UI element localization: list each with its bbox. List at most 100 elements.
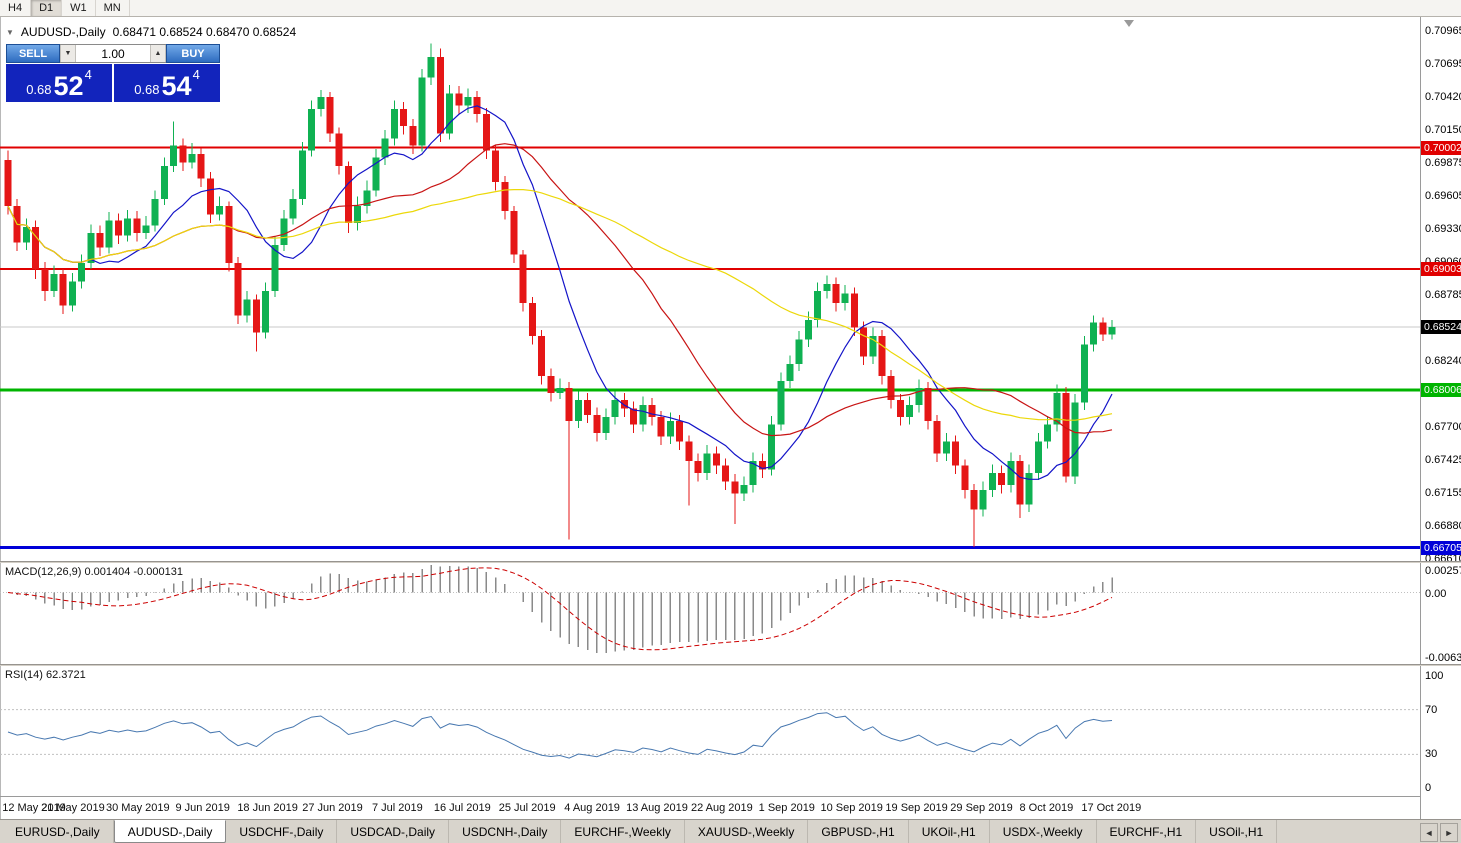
timeframe-button-w1[interactable]: W1 <box>62 0 96 16</box>
sell-button[interactable]: SELL <box>6 44 60 63</box>
date-axis-label: 17 Oct 2019 <box>1081 802 1142 814</box>
price-axis-label: 0.70965 <box>1425 24 1461 37</box>
chart-symbol-label: AUDUSD-,Daily <box>20 25 106 39</box>
macd-chart[interactable] <box>0 563 1420 664</box>
macd-axis-label: -0.0063265 <box>1425 652 1461 664</box>
date-axis-label: 29 Sep 2019 <box>950 802 1013 814</box>
chart-tab-eurusd-daily[interactable]: EURUSD-,Daily <box>2 820 114 843</box>
chart-title: ▼ AUDUSD-,Daily 0.68471 0.68524 0.68470 … <box>6 25 296 39</box>
buy-price-point: 4 <box>192 67 200 82</box>
rsi-title: RSI(14) 62.3721 <box>5 669 86 681</box>
price-axis-label: 0.68240 <box>1425 355 1461 368</box>
chart-tab-ukoil-h1[interactable]: UKOil-,H1 <box>909 820 990 843</box>
price-axis-label: 0.69875 <box>1425 157 1461 170</box>
date-axis-label: 25 Jul 2019 <box>498 802 556 814</box>
price-axis-label: 0.70695 <box>1425 57 1461 70</box>
chart-tab-gbpusd-h1[interactable]: GBPUSD-,H1 <box>808 820 909 843</box>
rsi-axis-label: 100 <box>1425 670 1444 682</box>
date-axis-label: 12 May 2019 <box>2 802 66 814</box>
tab-scroll-buttons: ◄ ► <box>1420 823 1458 842</box>
sell-price-prefix: 0.68 <box>26 82 52 97</box>
level-price-badge: 0.68006 <box>1421 382 1461 397</box>
chart-tabs: EURUSD-,Daily AUDUSD-,Daily USDCHF-,Daily U… <box>0 820 1461 843</box>
buy-button[interactable]: BUY <box>166 44 220 63</box>
date-axis-label: 16 Jul 2019 <box>433 802 491 814</box>
level-price-badge: 0.70002 <box>1421 140 1461 155</box>
price-axis-label: 0.67155 <box>1425 487 1461 499</box>
date-axis-label: 10 Sep 2019 <box>820 802 883 814</box>
volume-value[interactable]: 1.00 <box>101 46 125 61</box>
price-axis-label: 0.67700 <box>1425 420 1461 433</box>
timeframe-toolbar: H4 D1 W1 MN <box>0 0 1461 17</box>
chart-tab-usdchf-daily[interactable]: USDCHF-,Daily <box>226 820 338 843</box>
sell-price-point: 4 <box>84 67 92 82</box>
timeframe-button-h4[interactable]: H4 <box>0 0 32 16</box>
price-axis-label: 0.70420 <box>1425 91 1461 103</box>
candlestick-chart[interactable] <box>0 17 1420 561</box>
level-price-badge: 0.66705 <box>1421 540 1461 555</box>
sell-price-pips: 52 <box>53 71 84 101</box>
chart-tab-bar: EURUSD-,Daily AUDUSD-,Daily USDCHF-,Daily U… <box>0 819 1461 843</box>
buy-price-pips: 54 <box>161 71 192 101</box>
pane-divider[interactable] <box>0 561 1461 563</box>
macd-axis-label: 0.00 <box>1425 587 1447 600</box>
macd-axis-label: 0.002574 <box>1425 565 1461 577</box>
date-axis-label: 19 Sep 2019 <box>885 802 948 814</box>
pane-divider[interactable] <box>0 664 1461 666</box>
price-axis-label: 0.69330 <box>1425 223 1461 236</box>
volume-decrease-button[interactable]: ▼ <box>60 45 76 62</box>
date-axis-label: 1 Sep 2019 <box>758 802 815 814</box>
rsi-chart[interactable] <box>0 666 1420 796</box>
chart-tab-audusd-daily[interactable]: AUDUSD-,Daily <box>113 820 227 843</box>
price-axis-label: 0.67425 <box>1425 454 1461 467</box>
time-axis[interactable]: 12 May 2019 21 May 2019 30 May 2019 9 Jun 2… <box>0 796 1420 819</box>
buy-price-prefix: 0.68 <box>134 82 160 97</box>
chart-tab-xauusd-weekly[interactable]: XAUUSD-,Weekly <box>685 820 809 843</box>
buy-price-display[interactable]: 0.68 54 4 <box>114 64 220 102</box>
rsi-axis-label: 70 <box>1425 703 1438 716</box>
sell-price-display[interactable]: 0.68 52 4 <box>6 64 112 102</box>
price-axis[interactable]: 0.70965 0.70695 0.70420 0.70150 0.69875 0.696… <box>1420 17 1461 819</box>
tab-scroll-left-button[interactable]: ◄ <box>1420 823 1438 842</box>
chart-shift-marker-icon[interactable] <box>1124 20 1134 27</box>
date-axis-label: 13 Aug 2019 <box>626 802 688 814</box>
date-axis-label: 8 Oct 2019 <box>1019 802 1074 814</box>
one-click-trading-panel: SELL ▼ 1.00 ▲ BUY 0.68 52 4 0.68 <box>6 44 220 102</box>
price-chart-pane[interactable]: ▼ AUDUSD-,Daily 0.68471 0.68524 0.68470 … <box>0 17 1420 561</box>
level-price-badge: 0.69003 <box>1421 261 1461 276</box>
macd-pane[interactable]: MACD(12,26,9) 0.001404 -0.000131 <box>0 563 1420 664</box>
date-axis-label: 9 Jun 2019 <box>175 802 230 814</box>
rsi-axis-label: 0 <box>1425 782 1432 794</box>
macd-title: MACD(12,26,9) 0.001404 -0.000131 <box>5 566 183 578</box>
one-click-collapse-icon[interactable]: ▼ <box>6 27 14 37</box>
chart-tab-usdx-weekly[interactable]: USDX-,Weekly <box>990 820 1097 843</box>
price-axis-label: 0.66880 <box>1425 520 1461 533</box>
volume-increase-button[interactable]: ▲ <box>150 45 166 62</box>
chart-ohlc-values: 0.68471 0.68524 0.68470 0.68524 <box>112 25 297 39</box>
price-axis-label: 0.69605 <box>1425 189 1461 202</box>
current-price-badge: 0.68524 <box>1421 320 1461 334</box>
timeframe-button-d1[interactable]: D1 <box>31 0 63 16</box>
timeframe-buttons: H4 D1 W1 MN <box>0 0 130 16</box>
date-axis-label: 30 May 2019 <box>105 802 170 814</box>
chart-tab-eurchf-weekly[interactable]: EURCHF-,Weekly <box>561 820 685 843</box>
tab-scroll-right-button[interactable]: ► <box>1440 823 1458 842</box>
date-axis-label: 21 May 2019 <box>41 802 105 814</box>
date-axis-label: 7 Jul 2019 <box>372 802 423 814</box>
date-axis-label: 4 Aug 2019 <box>564 802 620 814</box>
rsi-axis-label: 30 <box>1425 748 1438 761</box>
chart-window: ▼ AUDUSD-,Daily 0.68471 0.68524 0.68470 … <box>0 17 1461 819</box>
chart-tab-usdcad-daily[interactable]: USDCAD-,Daily <box>337 820 450 843</box>
chart-tab-eurchf-h1[interactable]: EURCHF-,H1 <box>1097 820 1197 843</box>
chart-tab-usdcnh-daily[interactable]: USDCNH-,Daily <box>449 820 562 843</box>
rsi-pane[interactable]: RSI(14) 62.3721 <box>0 666 1420 796</box>
timeframe-button-mn[interactable]: MN <box>96 0 130 16</box>
price-axis-label: 0.70150 <box>1425 123 1461 136</box>
price-axis-label: 0.68785 <box>1425 289 1461 302</box>
volume-stepper[interactable]: ▼ 1.00 ▲ <box>60 44 166 63</box>
date-axis-label: 27 Jun 2019 <box>302 802 363 814</box>
date-axis-label: 22 Aug 2019 <box>690 802 753 814</box>
price-axis-label: 0.66610 <box>1425 553 1461 566</box>
chart-tab-usoil-h1[interactable]: USOil-,H1 <box>1196 820 1278 843</box>
